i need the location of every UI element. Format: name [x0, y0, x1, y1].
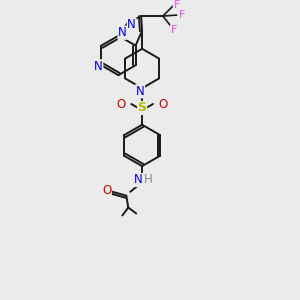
Text: N: N — [127, 18, 136, 31]
Text: S: S — [138, 101, 147, 115]
Text: F: F — [173, 0, 180, 10]
Text: N: N — [134, 173, 142, 186]
Text: H: H — [144, 173, 152, 186]
Text: F: F — [170, 25, 177, 35]
Text: O: O — [102, 184, 111, 197]
Text: O: O — [158, 98, 167, 110]
Text: F: F — [178, 10, 185, 20]
Text: N: N — [136, 85, 145, 98]
Text: O: O — [117, 98, 126, 110]
Text: N: N — [94, 60, 103, 73]
Text: N: N — [118, 26, 127, 39]
